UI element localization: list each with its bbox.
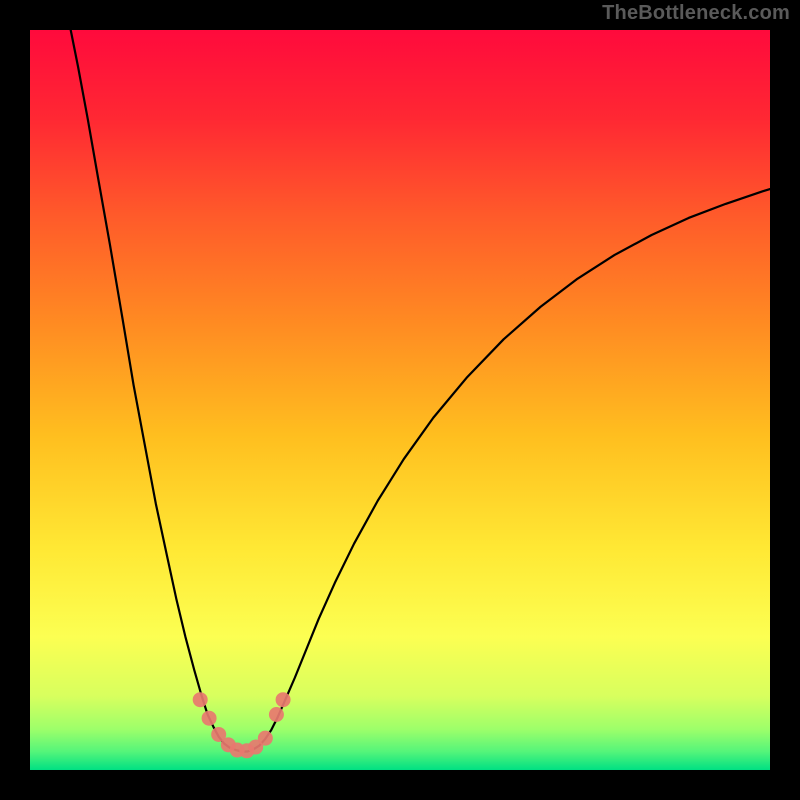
marker-dot: [258, 731, 273, 746]
marker-dot: [202, 711, 217, 726]
chart-svg: [0, 0, 800, 800]
marker-dot: [269, 707, 284, 722]
marker-dot: [276, 692, 291, 707]
plot-background: [30, 30, 770, 770]
marker-dot: [193, 692, 208, 707]
chart-stage: TheBottleneck.com: [0, 0, 800, 800]
